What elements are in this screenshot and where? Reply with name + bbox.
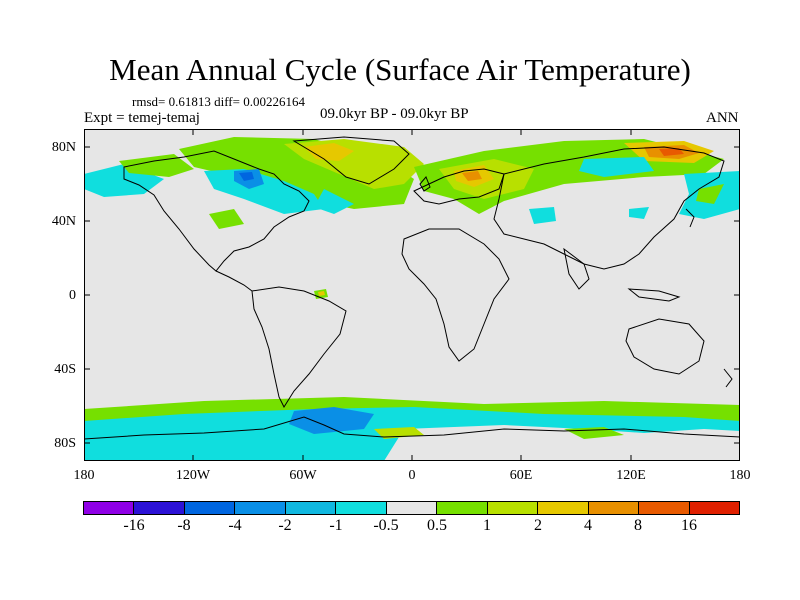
period-label: 09.0kyr BP - 09.0kyr BP bbox=[320, 106, 469, 122]
lon-label-180w: 180 bbox=[73, 468, 95, 483]
colorbar-label: -16 bbox=[123, 517, 145, 534]
coast-greenland bbox=[292, 136, 410, 185]
colorbar-box bbox=[183, 501, 236, 515]
colorbar-box bbox=[587, 501, 640, 515]
colorbar-box bbox=[436, 501, 488, 515]
coast-south-america bbox=[251, 286, 347, 409]
coast-asia bbox=[493, 146, 725, 270]
anomaly-patch-antarctic-grey bbox=[384, 425, 740, 461]
lat-label-40n: 40N bbox=[51, 214, 76, 229]
axis-ticks bbox=[84, 129, 740, 461]
colorbar-box bbox=[284, 501, 337, 515]
colorbar-label: 1 bbox=[483, 517, 491, 534]
lat-label-80s: 80S bbox=[54, 436, 76, 451]
colorbar-box bbox=[537, 501, 589, 515]
anomaly-patch-canada-dark bbox=[239, 172, 254, 181]
anomaly-patch-greenland-orange bbox=[304, 143, 354, 161]
colorbar-label: -0.5 bbox=[373, 517, 399, 534]
lat-label-80n: 80N bbox=[51, 140, 76, 155]
lat-label-40s: 40S bbox=[54, 362, 76, 377]
world-map bbox=[84, 129, 740, 461]
coast-indonesia bbox=[627, 288, 681, 302]
coast-uk bbox=[419, 176, 431, 192]
coast-new-zealand bbox=[723, 368, 733, 388]
anomaly-patch-pacific-green bbox=[696, 184, 724, 204]
anomaly-patch-midatlantic bbox=[529, 207, 556, 224]
anomaly-patch-fareast-cyan bbox=[579, 157, 654, 177]
lon-label-60e: 60E bbox=[509, 468, 533, 483]
coast-japan bbox=[685, 208, 695, 228]
lon-label-120e: 120E bbox=[616, 468, 646, 483]
colorbar-box bbox=[133, 501, 185, 515]
colorbar-box bbox=[385, 501, 438, 515]
coast-central-america bbox=[215, 270, 253, 292]
colorbar-box bbox=[335, 501, 387, 515]
lon-label-180e: 180 bbox=[729, 468, 751, 483]
colorbar-box bbox=[638, 501, 690, 515]
colorbar-label: 2 bbox=[534, 517, 542, 534]
lon-label-0: 0 bbox=[408, 468, 416, 483]
anomaly-patch-eurasia-red bbox=[462, 171, 482, 181]
coastlines bbox=[84, 136, 740, 440]
map-title: Mean Annual Cycle (Surface Air Temperatu… bbox=[109, 52, 691, 87]
coast-europe bbox=[413, 168, 505, 205]
colorbar-label: -8 bbox=[177, 517, 191, 534]
colorbar bbox=[83, 501, 741, 515]
season-label: ANN bbox=[706, 110, 739, 126]
anomaly-patch-amazon-yellow bbox=[318, 291, 325, 296]
anomaly-patch-alaska bbox=[119, 154, 194, 177]
colorbar-label: -4 bbox=[228, 517, 242, 534]
colorbar-label: 4 bbox=[584, 517, 592, 534]
anomaly-patch-rockies bbox=[209, 209, 244, 229]
lon-label-60w: 60W bbox=[289, 468, 317, 483]
colorbar-box bbox=[234, 501, 286, 515]
anomaly-field bbox=[84, 137, 740, 461]
colorbar-label: 8 bbox=[634, 517, 642, 534]
colorbar-label: 0.5 bbox=[427, 517, 447, 534]
colorbar-box bbox=[83, 501, 135, 515]
anomaly-patch-antarctic-blue bbox=[289, 407, 374, 434]
coast-australia bbox=[625, 318, 705, 375]
coast-india bbox=[563, 247, 590, 290]
experiment-label: Expt = temej-temaj bbox=[84, 110, 200, 126]
colorbar-label: 16 bbox=[681, 517, 697, 534]
coast-antarctica bbox=[84, 416, 740, 440]
coast-north-america bbox=[123, 150, 310, 272]
colorbar-label: -2 bbox=[278, 517, 292, 534]
colorbar-label: -1 bbox=[329, 517, 343, 534]
lon-label-120w: 120W bbox=[175, 468, 211, 483]
anomaly-patch-atlantic-cyan bbox=[314, 189, 354, 214]
stats-text: rmsd= 0.61813 diff= 0.00226164 bbox=[132, 94, 305, 109]
coast-africa bbox=[401, 228, 510, 362]
colorbar-box bbox=[688, 501, 741, 515]
anomaly-patch-midpacific bbox=[629, 207, 649, 219]
lat-label-0: 0 bbox=[69, 288, 76, 303]
colorbar-box bbox=[486, 501, 539, 515]
anomaly-patch-siberia-red bbox=[659, 148, 684, 156]
